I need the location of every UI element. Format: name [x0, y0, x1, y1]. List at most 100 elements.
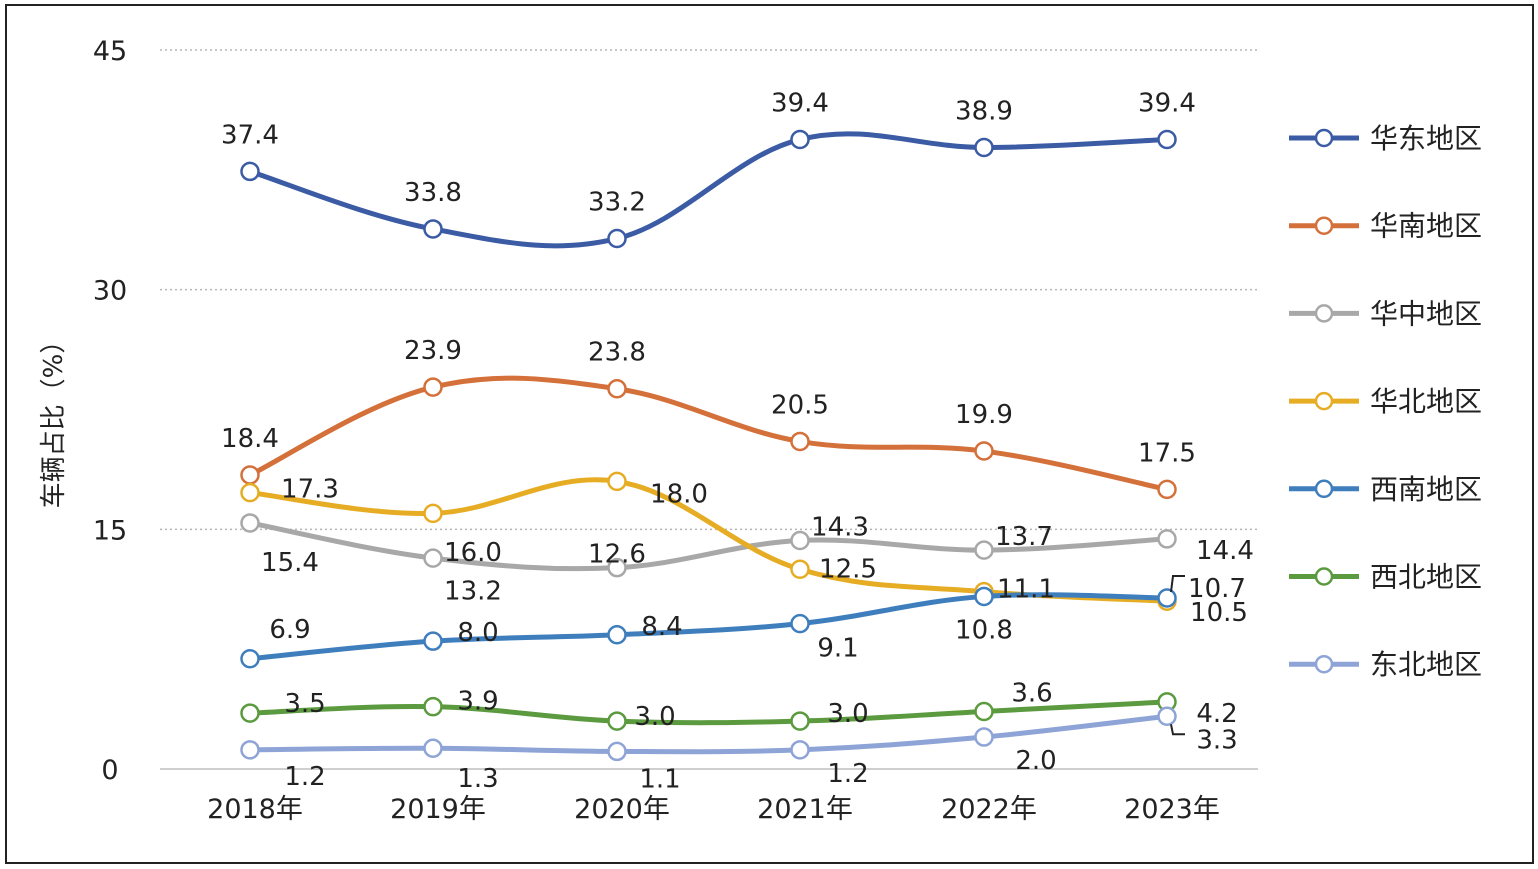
legend-item: 华东地区	[1289, 122, 1482, 155]
legend-marker	[1314, 216, 1334, 235]
data-point	[790, 431, 810, 452]
data-point	[974, 540, 994, 560]
legend-item: 西南地区	[1289, 473, 1482, 506]
data-point	[240, 649, 260, 669]
leader-line	[1170, 575, 1185, 593]
leader-line	[1170, 724, 1185, 736]
data-point	[423, 548, 443, 568]
data-point	[240, 703, 260, 723]
data-label: 17.3	[281, 475, 339, 505]
data-labels: 37.4 33.8 33.2 39.4 38.9 39.4 18.4 23.9 23.8 20.5…	[221, 88, 1254, 794]
data-point	[974, 137, 994, 158]
legend-item: 华南地区	[1289, 210, 1482, 243]
data-label: 13.2	[444, 576, 502, 606]
data-label: 33.8	[404, 178, 462, 208]
data-point	[790, 559, 810, 580]
y-tick-label: 30	[93, 276, 127, 307]
series-line	[247, 699, 1170, 726]
data-point	[607, 625, 627, 645]
x-tick-label: 2018年	[207, 794, 303, 825]
data-label: 3.9	[457, 687, 498, 717]
series-group	[240, 129, 1177, 762]
series-line	[247, 713, 1170, 755]
data-point	[790, 711, 810, 731]
legend-label: 华中地区	[1370, 297, 1482, 330]
legend-label: 华北地区	[1370, 385, 1482, 418]
legend-marker	[1314, 654, 1334, 674]
data-label: 19.9	[955, 400, 1013, 430]
data-point	[790, 129, 810, 150]
legend-item: 华北地区	[1289, 385, 1482, 418]
data-label: 37.4	[221, 120, 279, 150]
data-point	[423, 631, 443, 651]
data-label: 10.7	[1188, 574, 1246, 604]
data-point	[1157, 129, 1177, 150]
data-point	[240, 740, 260, 760]
data-point	[607, 378, 627, 399]
data-point	[607, 557, 627, 578]
data-label: 1.2	[827, 759, 868, 789]
legend-item: 西北地区	[1289, 561, 1482, 594]
data-label: 3.5	[284, 689, 325, 719]
legend-label: 东北地区	[1370, 648, 1482, 681]
data-label: 8.4	[641, 612, 682, 642]
x-axis: 2018年 2019年 2020年 2021年 2022年 2023年	[207, 794, 1220, 825]
data-point	[974, 727, 994, 747]
series-line	[247, 592, 1170, 662]
data-label: 1.2	[284, 762, 325, 792]
x-tick-label: 2023年	[1124, 794, 1220, 825]
data-point	[423, 377, 443, 397]
series-line	[247, 131, 1170, 249]
y-axis-title: 车辆占比（%）	[39, 328, 69, 509]
data-label: 3.0	[827, 699, 868, 729]
data-label: 13.7	[995, 522, 1053, 552]
data-point	[974, 586, 994, 607]
y-tick-label: 45	[93, 36, 127, 67]
data-label: 10.5	[1190, 598, 1248, 628]
y-tick-label: 0	[101, 755, 118, 786]
y-tick-label: 15	[93, 515, 127, 546]
series-2	[240, 375, 1177, 500]
data-label: 3.6	[1011, 678, 1052, 708]
series-1	[240, 129, 1177, 249]
legend-marker	[1314, 128, 1334, 148]
data-point	[1157, 706, 1177, 727]
data-point	[607, 471, 627, 492]
legend-label: 华南地区	[1370, 210, 1482, 243]
data-point	[240, 513, 260, 533]
data-point	[1157, 479, 1177, 500]
data-label: 4.2	[1196, 699, 1237, 729]
legend-label: 西北地区	[1370, 561, 1482, 594]
y-axis: 0 15 30 45	[93, 36, 127, 786]
data-label: 20.5	[771, 390, 829, 420]
data-label: 3.3	[1196, 725, 1237, 755]
data-point	[240, 465, 260, 485]
data-point	[607, 711, 627, 731]
data-label: 17.5	[1138, 438, 1196, 468]
series-7	[240, 706, 1177, 762]
data-point	[240, 482, 260, 503]
legend-marker	[1314, 567, 1334, 586]
data-label: 18.0	[650, 479, 708, 509]
series-3	[240, 513, 1177, 578]
legend-item: 东北地区	[1289, 648, 1482, 681]
x-tick-label: 2021年	[757, 794, 853, 825]
data-label: 11.1	[997, 575, 1055, 605]
legend-label: 西南地区	[1370, 473, 1482, 506]
data-point	[1157, 529, 1177, 549]
data-label: 10.8	[955, 615, 1013, 645]
data-label: 9.1	[817, 634, 858, 664]
legend-item: 华中地区	[1289, 297, 1482, 330]
series-6	[240, 692, 1177, 731]
data-point	[790, 530, 810, 551]
data-label: 39.4	[771, 88, 829, 118]
data-point	[240, 161, 260, 182]
data-label: 2.0	[1015, 746, 1056, 776]
legend-marker	[1314, 479, 1334, 499]
data-point	[607, 228, 627, 249]
data-label: 1.3	[457, 764, 498, 794]
data-point	[423, 696, 443, 717]
data-label: 6.9	[269, 615, 310, 645]
x-tick-label: 2019年	[390, 794, 486, 825]
